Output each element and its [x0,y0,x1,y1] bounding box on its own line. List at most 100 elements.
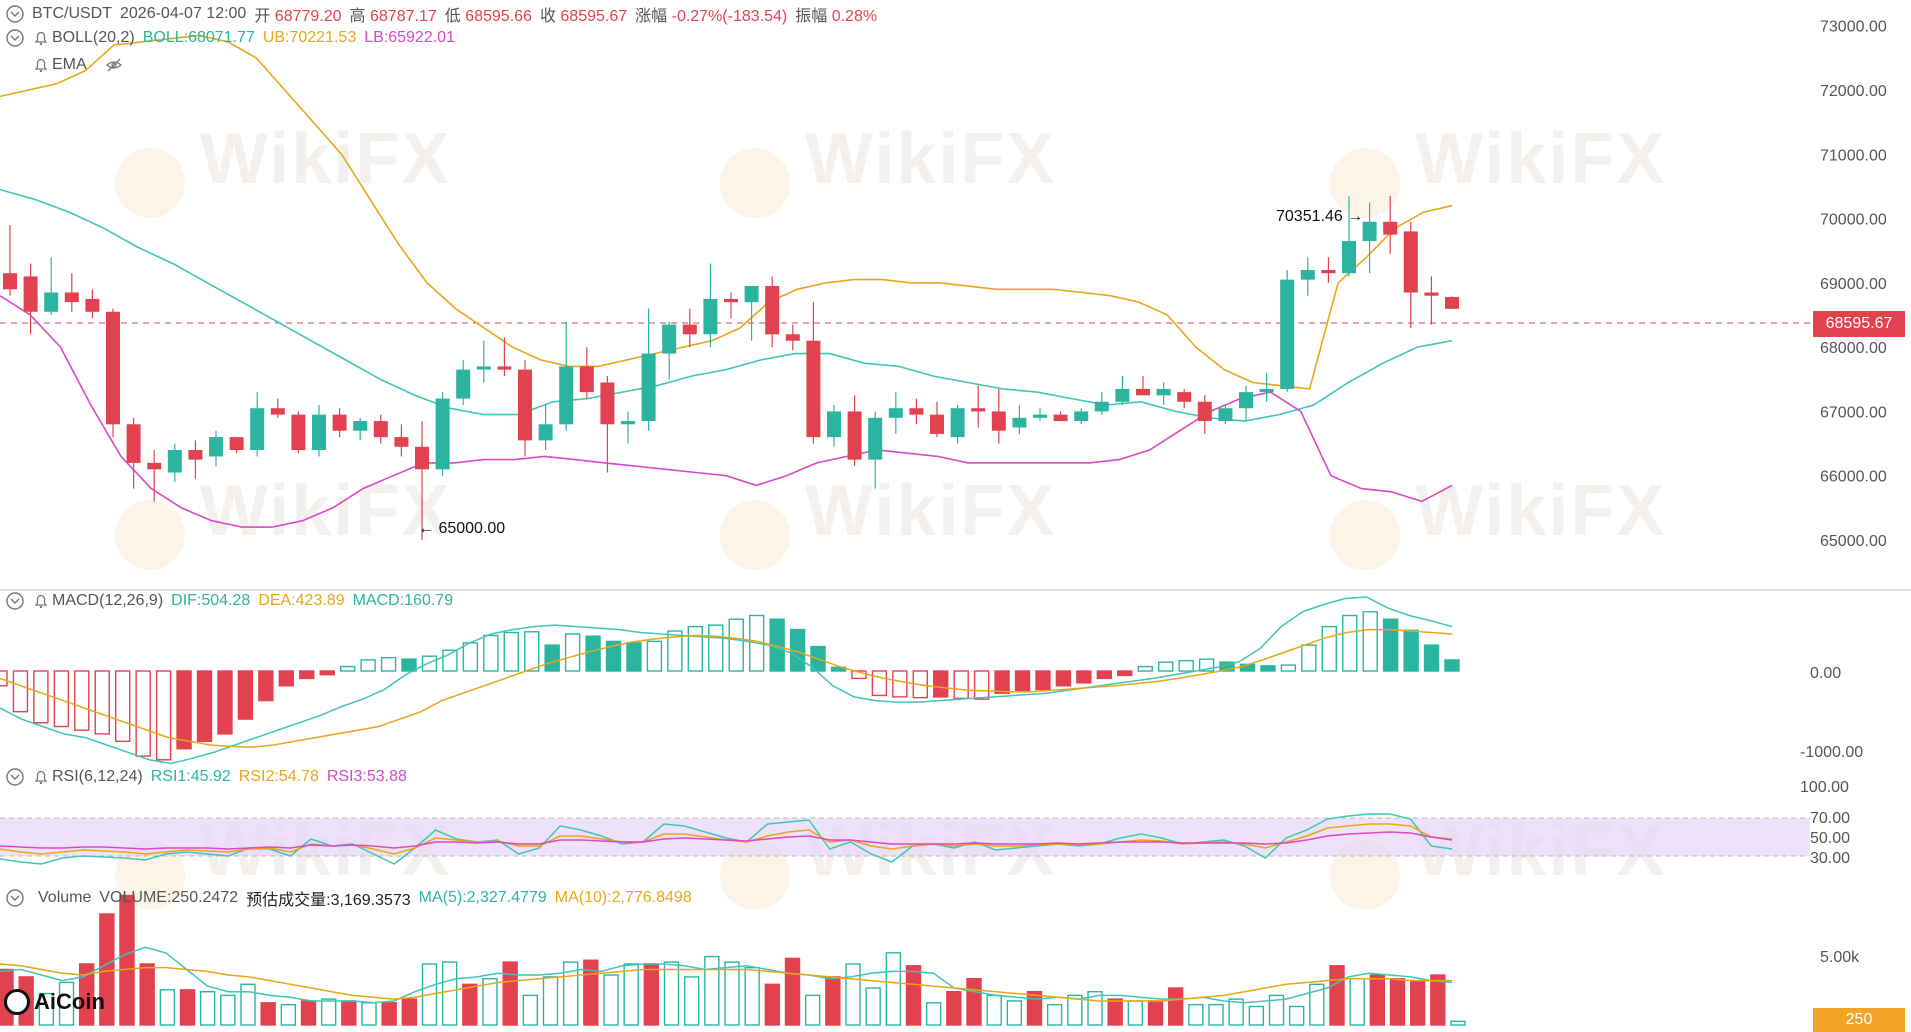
volume-bar [381,1002,397,1026]
collapse-icon[interactable] [6,592,24,610]
macd-histogram-bar [1260,665,1276,672]
collapse-icon[interactable] [6,5,24,23]
volume-bar [1228,998,1244,1026]
macd-histogram-bar [33,670,49,724]
candle-down [64,292,79,303]
macd-histogram-bar [933,670,949,698]
candle-down [785,334,800,341]
open-value: 68779.20 [274,8,342,25]
candle-down [291,414,306,450]
volume-bar [159,989,176,1026]
candle-up [621,421,635,425]
macd-label: MACD(12,26,9) [52,592,164,609]
macd-histogram-bar [646,640,663,672]
volume-bar [804,994,821,1026]
macd-dif-value: DIF:504.28 [171,592,251,609]
candle-up [1239,392,1253,409]
bell-icon[interactable] [32,56,50,74]
macd-histogram-bar [1423,644,1440,672]
volume-bar [462,983,478,1026]
volume-ma5: MA(5):2,327.4779 [418,889,547,906]
volume-ma10-line [0,963,1452,1002]
macd-histogram-bar [1137,665,1153,672]
macd-histogram-bar [299,670,315,680]
candle-down [724,298,738,303]
volume-bar [1026,991,1043,1026]
macd-histogram-bar [155,670,172,761]
rsi1-value: RSI1:45.92 [150,768,231,785]
watermark-logo-icon [720,500,790,570]
volume-bar [986,994,1002,1026]
high-label: 高 [349,8,366,25]
candles-layer [3,196,1459,540]
bell-icon[interactable] [32,592,50,610]
macd-histogram-bar [1382,618,1399,672]
bell-icon[interactable] [32,768,50,786]
price-axis-label: 72000.00 [1820,83,1887,100]
macd-histogram-bar [564,633,581,672]
rsi-axis-label: 100.00 [1800,779,1849,796]
macd-histogram-bar [380,656,397,672]
volume-bar [683,976,700,1026]
open-label: 开 [254,8,271,25]
volume-bar [885,952,902,1026]
watermark: WikiFX [805,119,1057,199]
high-marker: 70351.46 → [1276,208,1364,225]
volume-bar [1046,1003,1063,1026]
boll-lower-line [0,295,1453,528]
macd-histogram-bar [871,670,888,697]
rsi-label: RSI(6,12,24) [52,768,143,785]
volume-axis-label: 5.00k [1820,949,1860,966]
collapse-icon[interactable] [6,889,24,907]
watermark: WikiFX [1415,119,1667,199]
price-axis-label: 66000.00 [1820,469,1887,486]
eye-hidden-icon[interactable] [105,56,123,74]
candle-down [415,446,429,470]
volume-bar [179,989,196,1026]
watermark: WikiFX [805,471,1057,551]
collapse-icon[interactable] [6,29,24,47]
high-value: 68787.17 [370,8,437,25]
macd-histogram-bar [12,670,29,713]
candle-up [538,424,553,441]
candle-down [332,414,347,431]
volume-bar [300,1000,317,1026]
candle-down [682,324,697,335]
bell-icon[interactable] [32,29,50,47]
candle-down [847,411,862,460]
candle-up [476,366,491,370]
macd-histogram-bar [258,670,274,702]
candle-up [353,421,368,431]
macd-header: MACD(12,26,9) DIF:504.28 DEA:423.89 MACD… [6,592,453,610]
macd-histogram-bar [1301,644,1317,672]
candle-down [147,462,162,470]
volume-bar [865,987,881,1026]
candle-up [435,398,450,470]
boll-lb-value: LB:65922.01 [364,29,455,46]
macd-histogram-bar [830,666,847,672]
macd-histogram-bar [176,670,192,750]
amplitude-value: 0.28% [831,8,878,25]
candle-up [1342,241,1356,274]
collapse-icon[interactable] [6,768,24,786]
macd-histogram-bar [503,631,519,672]
volume-bar [1329,965,1345,1026]
macd-histogram-bar [1178,659,1194,672]
volume-bar [320,998,337,1026]
low-value: 68595.66 [465,8,532,25]
volume-bar [925,1002,942,1026]
candle-down [497,366,512,370]
macd-histogram-bar [1321,625,1337,672]
boll-mid-line [0,188,1453,422]
candle-down [3,273,17,290]
candle-down [579,366,594,393]
candle-up [559,366,574,425]
amplitude-label: 振幅 [795,8,828,25]
volume-bar [199,991,216,1026]
macd-histogram-bar [421,655,438,672]
rsi-band [0,818,1810,856]
macd-histogram-bar [1035,670,1051,691]
macd-histogram-bar [237,670,254,720]
candle-down [930,414,944,434]
